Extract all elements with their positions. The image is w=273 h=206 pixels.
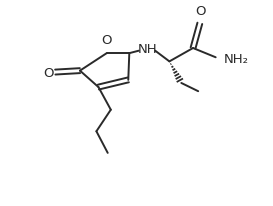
Text: O: O (102, 34, 112, 47)
Text: NH: NH (138, 43, 157, 56)
Text: O: O (195, 5, 206, 18)
Text: O: O (43, 66, 53, 79)
Text: NH₂: NH₂ (223, 53, 248, 66)
